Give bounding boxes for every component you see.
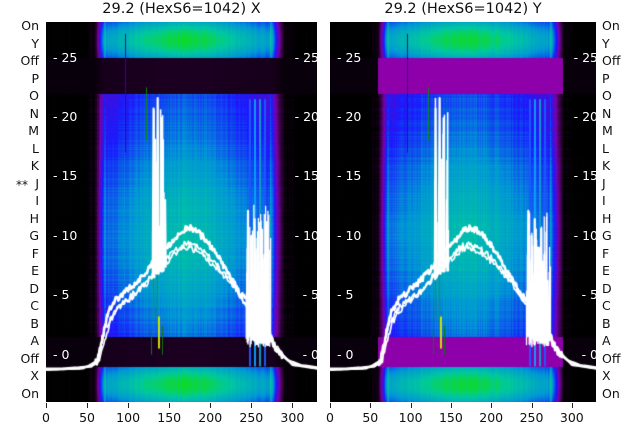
category-label-on-21: On xyxy=(602,386,620,401)
category-marker-asterisk: ** xyxy=(16,177,28,192)
xtick-label-100: 100 xyxy=(116,410,141,425)
xtick-label-100: 100 xyxy=(398,410,423,425)
xtick-300 xyxy=(292,403,294,408)
xtick-label-300: 300 xyxy=(559,410,584,425)
panel-y: 29.2 (HexS6=1042) Y - 0- 5- 10- 15- 20- … xyxy=(330,1,596,402)
category-label-m-6: M xyxy=(602,123,613,139)
category-label-f-13: F xyxy=(31,245,39,261)
xtick-100 xyxy=(410,403,412,408)
left-category-axis: On Y Off P O N M L K J ** I H G F E D C B A Off X On xyxy=(0,18,44,402)
panel-y-title: 29.2 (HexS6=1042) Y xyxy=(384,1,542,17)
category-label-n-5: N xyxy=(29,105,39,121)
category-label-i-10: I xyxy=(602,193,606,209)
xtick-label-0: 0 xyxy=(326,410,334,425)
category-label-p-3: P xyxy=(602,70,610,86)
category-label-m-6: M xyxy=(28,123,39,139)
category-label-i-10: I xyxy=(35,193,39,209)
category-label-b-17: B xyxy=(602,315,611,331)
xtick-0 xyxy=(46,403,47,408)
panel-x-plot[interactable]: - 0- 5- 10- 15- 20- 25 - 0- 5- 10- 15- 2… xyxy=(46,22,317,402)
category-label-e-14: E xyxy=(31,263,39,279)
xtick-150 xyxy=(450,403,452,408)
xtick-label-150: 150 xyxy=(438,410,463,425)
category-label-off-2: Off xyxy=(602,53,621,69)
xtick-200 xyxy=(491,403,493,408)
xtick-label-50: 50 xyxy=(79,410,95,425)
category-label-p-3: P xyxy=(31,70,39,86)
category-label-b-17: B xyxy=(30,315,39,331)
category-label-d-15: D xyxy=(602,280,612,296)
category-label-on-21: On xyxy=(21,386,39,401)
category-label-off-2: Off xyxy=(20,53,39,69)
xtick-label-250: 250 xyxy=(239,410,264,425)
xtick-label-50: 50 xyxy=(362,410,379,425)
category-label-x-20: X xyxy=(30,368,39,384)
panel-y-plot[interactable]: - 0- 5- 10- 15- 20- 25 - 0- 5- 10- 15- 2… xyxy=(330,22,596,402)
panel-y-xaxis: 0 50 100 150 200 250 300 xyxy=(326,403,596,433)
xtick-0 xyxy=(330,403,331,408)
xtick-250 xyxy=(251,403,253,408)
xtick-label-300: 300 xyxy=(280,410,305,425)
category-label-d-15: D xyxy=(29,280,39,296)
panel-x: 29.2 (HexS6=1042) X - 0- 5- 10- 15- 20- … xyxy=(46,1,317,402)
category-label-off-19: Off xyxy=(20,350,39,366)
xtick-200 xyxy=(210,403,212,408)
category-label-l-7: L xyxy=(32,140,39,156)
category-label-off-19: Off xyxy=(602,350,621,366)
xtick-label-150: 150 xyxy=(157,410,182,425)
category-label-a-18: A xyxy=(602,333,611,349)
category-label-c-16: C xyxy=(30,298,39,314)
category-label-j-9: J xyxy=(602,175,606,191)
xtick-300 xyxy=(571,403,573,408)
xtick-250 xyxy=(531,403,533,408)
category-label-k-8: K xyxy=(30,158,39,174)
xtick-100 xyxy=(128,403,130,408)
xtick-label-250: 250 xyxy=(519,410,544,425)
xtick-50 xyxy=(370,403,372,408)
category-label-l-7: L xyxy=(602,140,609,156)
category-label-y-1: Y xyxy=(602,35,610,51)
category-label-on-0: On xyxy=(602,18,620,33)
category-label-h-11: H xyxy=(29,210,39,226)
category-label-y-1: Y xyxy=(31,35,39,51)
xtick-label-200: 200 xyxy=(479,410,504,425)
xtick-label-0: 0 xyxy=(42,410,50,425)
xtick-label-200: 200 xyxy=(198,410,223,425)
xtick-50 xyxy=(87,403,89,408)
category-label-g-12: G xyxy=(29,228,39,244)
category-label-on-0: On xyxy=(21,18,39,33)
category-label-o-4: O xyxy=(602,88,612,104)
category-label-j-9: J xyxy=(35,175,39,191)
right-category-axis: On Y Off P O N M L K J I H G F E D C B A Off X On xyxy=(597,18,640,402)
category-label-a-18: A xyxy=(30,333,39,349)
panel-x-xaxis: 0 50 100 150 200 250 300 xyxy=(42,403,317,433)
category-label-h-11: H xyxy=(602,210,612,226)
category-label-k-8: K xyxy=(602,158,611,174)
category-label-f-13: F xyxy=(602,245,610,261)
category-label-n-5: N xyxy=(602,105,612,121)
category-label-x-20: X xyxy=(602,368,611,384)
category-label-o-4: O xyxy=(29,88,39,104)
category-label-e-14: E xyxy=(602,263,610,279)
xtick-150 xyxy=(169,403,171,408)
panel-x-title: 29.2 (HexS6=1042) X xyxy=(102,1,261,17)
category-label-g-12: G xyxy=(602,228,612,244)
category-label-c-16: C xyxy=(602,298,611,314)
